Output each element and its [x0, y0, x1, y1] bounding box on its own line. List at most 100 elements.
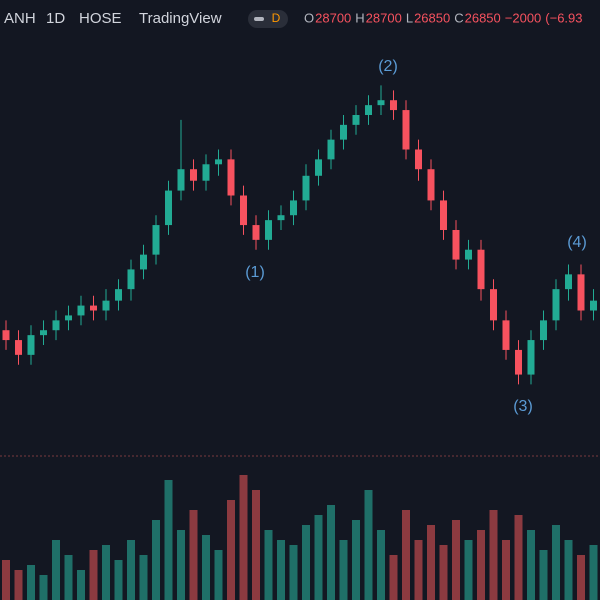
volume-bar: [439, 545, 448, 600]
volume-bar: [27, 565, 35, 600]
volume-bar: [327, 505, 335, 600]
volume-bar: [477, 530, 485, 600]
volume-bar: [527, 530, 535, 600]
candle-body: [465, 249, 472, 260]
volume-bar: [402, 510, 410, 600]
volume-bar: [302, 525, 310, 600]
candle-body: [90, 305, 97, 311]
volume-bar: [164, 480, 173, 600]
candle-body: [515, 349, 522, 375]
volume-bar: [64, 555, 73, 600]
volume-bar: [289, 545, 298, 600]
volume-bar: [127, 540, 135, 600]
candle-body: [327, 139, 335, 160]
candle-body: [127, 269, 135, 290]
volume-bar: [152, 520, 160, 600]
candle-body: [340, 124, 347, 140]
ohlc-value: 28700: [366, 10, 402, 25]
candle-body: [140, 254, 147, 270]
volume-bar: [539, 550, 548, 600]
volume-bar: [14, 570, 23, 600]
exchange: HOSE: [79, 10, 122, 27]
volume-bar: [502, 540, 510, 600]
candle-body: [102, 300, 110, 311]
candle-body: [165, 190, 172, 226]
volume-bar: [89, 550, 98, 600]
ohlc-label: H: [355, 10, 364, 25]
volume-bar: [114, 560, 123, 600]
volume-bar: [589, 545, 598, 600]
volume-bar: [239, 475, 248, 600]
candle-body: [527, 340, 535, 375]
candle-body: [290, 200, 297, 216]
candle-body: [577, 274, 585, 311]
badge: D: [272, 11, 281, 25]
volume-bar: [452, 520, 460, 600]
volume-bar: [552, 525, 560, 600]
candle-body: [265, 220, 272, 240]
ohlc-value: 26850: [465, 10, 501, 25]
volume-bar: [2, 560, 10, 600]
ohlc-value: 26850: [414, 10, 450, 25]
volume-bar: [314, 515, 323, 600]
candle-body: [477, 249, 485, 290]
ohlc-value: 28700: [315, 10, 351, 25]
candle-body: [352, 115, 360, 125]
volume-bar: [464, 540, 473, 600]
wave-label: (1): [245, 264, 265, 281]
wave-label: (4): [567, 234, 587, 251]
volume-bar: [377, 530, 385, 600]
volume-bar: [177, 530, 185, 600]
ohlc-label: C: [454, 10, 463, 25]
volume-bar: [227, 500, 235, 600]
interval: 1D: [46, 10, 65, 27]
candle-body: [502, 320, 510, 350]
candle-body: [365, 105, 372, 115]
header: ANH 1D HOSE TradingView D O 28700 H 28700 L 2…: [4, 10, 583, 28]
wave-label: (3): [513, 398, 533, 415]
wave-label: (2): [378, 58, 398, 75]
candle-body: [302, 175, 310, 201]
candle-body: [77, 305, 85, 316]
candle-body: [252, 225, 260, 240]
volume-bar: [102, 545, 110, 600]
symbol: ANH: [4, 10, 36, 27]
ohlc-label: O: [304, 10, 314, 25]
candle-body: [40, 330, 47, 336]
candle-body: [452, 230, 460, 260]
candle-body: [540, 320, 547, 341]
volume-bar: [39, 575, 48, 600]
candle-body: [565, 274, 572, 290]
candle-body: [190, 169, 197, 181]
candle-body: [27, 335, 35, 355]
candle-body: [177, 169, 185, 191]
candle-body: [52, 320, 60, 331]
volume-bar: [564, 540, 573, 600]
candle-body: [390, 100, 397, 111]
candle-body: [277, 215, 285, 221]
volume-bar: [264, 530, 273, 600]
volume-bar: [189, 510, 198, 600]
badge-icon: [254, 17, 264, 21]
ohlc-label: L: [406, 10, 413, 25]
candle-body: [65, 315, 72, 321]
change-pct: (−6.93: [545, 10, 582, 25]
candle-body: [115, 289, 122, 301]
volume-bar: [514, 515, 523, 600]
volume-bar: [202, 535, 210, 600]
candle-body: [15, 340, 22, 355]
volume-bar: [52, 540, 60, 600]
source: TradingView: [139, 10, 222, 27]
candle-body: [415, 149, 422, 170]
volume-bar: [364, 490, 373, 600]
volume-bar: [427, 525, 435, 600]
badge-bg[interactable]: [248, 10, 288, 28]
candle-body: [315, 159, 322, 176]
volume-bar: [252, 490, 260, 600]
candle-body: [227, 159, 235, 196]
candle-body: [377, 100, 385, 106]
candle-body: [152, 225, 160, 255]
volume-bar: [389, 555, 398, 600]
